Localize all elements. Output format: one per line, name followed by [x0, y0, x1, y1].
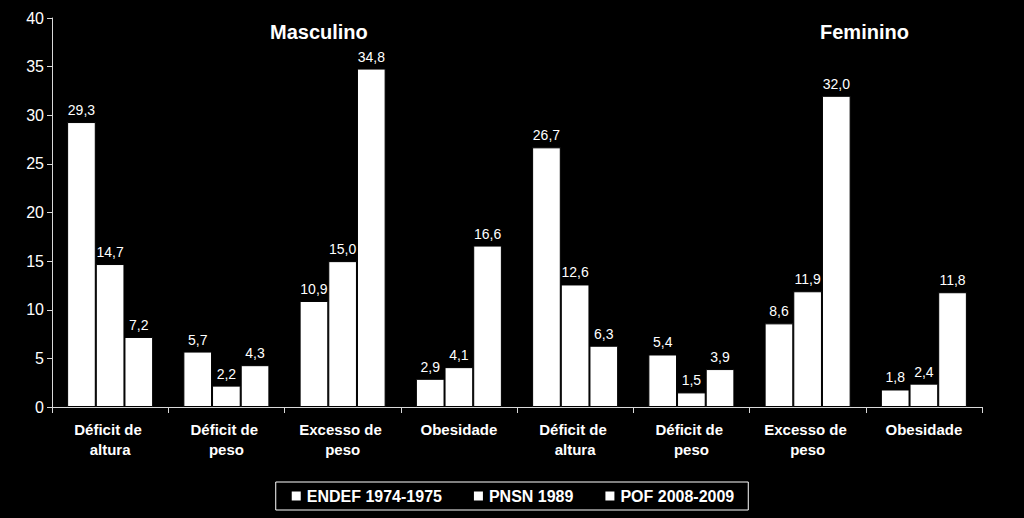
svg-text:2,4: 2,4: [914, 364, 934, 380]
svg-text:10: 10: [26, 301, 44, 318]
svg-text:3,9: 3,9: [710, 349, 730, 365]
svg-text:altura: altura: [90, 441, 132, 458]
svg-text:Obesidade: Obesidade: [886, 421, 963, 438]
svg-text:Excesso de: Excesso de: [299, 421, 386, 438]
svg-text:40: 40: [26, 10, 44, 27]
svg-text:peso: peso: [209, 441, 244, 458]
svg-text:Obesidade: Obesidade: [421, 421, 498, 438]
svg-text:32,0: 32,0: [823, 76, 850, 92]
svg-text:8,6: 8,6: [769, 303, 789, 319]
svg-text:5,7: 5,7: [188, 332, 208, 348]
svg-text:4,3: 4,3: [245, 345, 265, 361]
svg-text:20: 20: [26, 204, 44, 221]
svg-text:35: 35: [26, 58, 44, 75]
svg-text:26,7: 26,7: [533, 127, 560, 143]
svg-text:Déficit de: Déficit de: [191, 421, 263, 438]
svg-text:34,8: 34,8: [358, 49, 385, 65]
svg-text:7,2: 7,2: [129, 317, 149, 333]
svg-text:Déficit de: Déficit de: [539, 421, 611, 438]
svg-text:PNSN 1989: PNSN 1989: [489, 488, 574, 505]
svg-text:peso: peso: [790, 441, 825, 458]
svg-text:Déficit de: Déficit de: [74, 421, 146, 438]
svg-text:10,9: 10,9: [300, 281, 327, 297]
svg-text:2,9: 2,9: [420, 359, 440, 375]
svg-text:15,0: 15,0: [329, 241, 356, 257]
svg-text:5: 5: [35, 350, 44, 367]
svg-text:14,7: 14,7: [97, 244, 124, 260]
svg-text:2,2: 2,2: [217, 366, 237, 382]
svg-text:4,1: 4,1: [449, 347, 469, 363]
svg-text:ENDEF 1974-1975: ENDEF 1974-1975: [307, 488, 442, 505]
svg-text:1,5: 1,5: [682, 372, 702, 388]
svg-text:POF 2008-2009: POF 2008-2009: [620, 488, 734, 505]
svg-text:peso: peso: [325, 441, 360, 458]
svg-text:Déficit de: Déficit de: [656, 421, 728, 438]
svg-text:12,6: 12,6: [562, 264, 589, 280]
svg-text:5,4: 5,4: [653, 334, 673, 350]
svg-text:Feminino: Feminino: [820, 21, 909, 43]
svg-text:Masculino: Masculino: [270, 21, 368, 43]
svg-text:peso: peso: [674, 441, 709, 458]
svg-text:6,3: 6,3: [594, 326, 614, 342]
svg-text:1,8: 1,8: [885, 369, 905, 385]
svg-text:15: 15: [26, 253, 44, 270]
svg-text:0: 0: [35, 399, 44, 416]
svg-text:11,9: 11,9: [795, 271, 821, 287]
svg-text:29,3: 29,3: [68, 102, 95, 118]
svg-text:25: 25: [26, 155, 44, 172]
svg-text:Excesso de: Excesso de: [764, 421, 851, 438]
svg-text:altura: altura: [555, 441, 597, 458]
svg-text:16,6: 16,6: [474, 226, 501, 242]
svg-text:11,8: 11,8: [939, 272, 965, 288]
svg-text:30: 30: [26, 107, 44, 124]
